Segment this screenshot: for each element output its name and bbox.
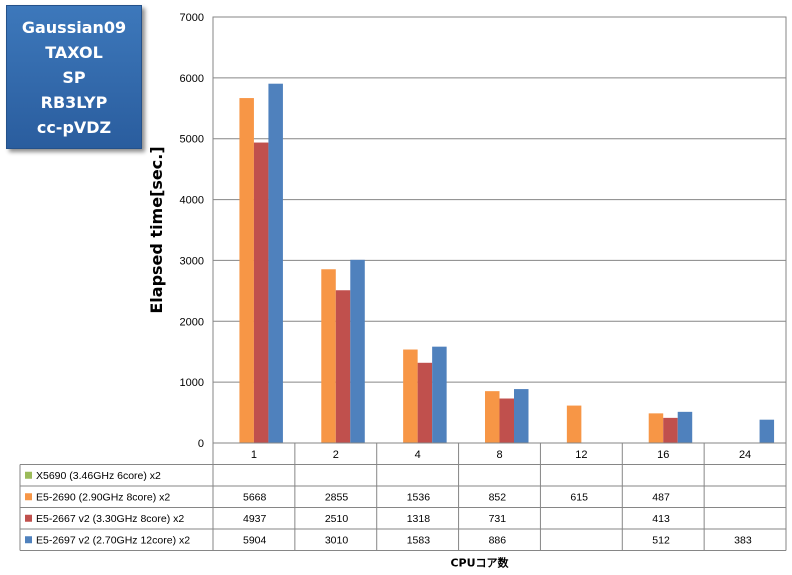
title-line-method: RB3LYP bbox=[40, 92, 108, 112]
data-table-value: 5904 bbox=[243, 535, 267, 547]
data-table-value: 886 bbox=[489, 535, 507, 547]
plot-area bbox=[212, 16, 787, 444]
title-line-molecule: TAXOL bbox=[45, 42, 103, 62]
x-tick-label: 8 bbox=[496, 449, 502, 461]
title-line-basis-set: cc-pVDZ bbox=[36, 117, 112, 137]
data-table-value: 1318 bbox=[407, 513, 431, 525]
x-tick-label: 16 bbox=[657, 449, 669, 461]
bar bbox=[499, 398, 514, 443]
y-tick-label: 3000 bbox=[180, 255, 204, 267]
data-table-value: 852 bbox=[489, 492, 507, 504]
data-table-value: 487 bbox=[652, 492, 670, 504]
bar bbox=[403, 349, 418, 443]
legend-key bbox=[25, 471, 32, 479]
bar bbox=[239, 98, 254, 444]
x-tick-label: 4 bbox=[415, 449, 421, 461]
legend-label: X5690 (3.46GHz 6core) x2 bbox=[36, 470, 161, 482]
data-table-value: 1536 bbox=[407, 492, 431, 504]
bar bbox=[321, 269, 336, 443]
x-axis-label: CPUコア数 bbox=[450, 556, 509, 570]
bar bbox=[485, 391, 500, 443]
bar bbox=[268, 83, 283, 443]
y-tick-label: 4000 bbox=[180, 195, 204, 207]
x-tick-label: 1 bbox=[251, 449, 257, 461]
x-tick-label: 2 bbox=[333, 449, 339, 461]
bar bbox=[663, 417, 678, 443]
data-table-value: 4937 bbox=[243, 513, 267, 525]
bar bbox=[648, 413, 664, 443]
y-tick-label: 7000 bbox=[180, 12, 204, 24]
data-table-value: 512 bbox=[652, 535, 670, 547]
bar bbox=[432, 346, 447, 443]
chart-title-box: Gaussian09 TAXOL SP RB3LYP cc-pVDZ bbox=[6, 5, 142, 149]
data-table-value: 5668 bbox=[243, 492, 267, 504]
data-table-value: 2510 bbox=[325, 513, 349, 525]
bar bbox=[566, 405, 582, 443]
legend-label: E5-2690 (2.90GHz 8core) x2 bbox=[36, 492, 170, 504]
y-axis-label: Elapsed time[sec.] bbox=[147, 146, 166, 313]
bar bbox=[417, 362, 433, 443]
bar bbox=[677, 411, 693, 443]
legend-key bbox=[25, 493, 32, 501]
data-table-value: 383 bbox=[734, 535, 752, 547]
y-tick-label: 1000 bbox=[180, 377, 204, 389]
data-table-value: 413 bbox=[652, 513, 670, 525]
legend-label: E5-2697 v2 (2.70GHz 12core) x2 bbox=[36, 535, 190, 547]
y-tick-label: 6000 bbox=[180, 73, 204, 85]
title-line-software: Gaussian09 bbox=[21, 17, 127, 37]
legend-key bbox=[25, 514, 32, 522]
data-table-value: 2855 bbox=[325, 492, 349, 504]
bar bbox=[514, 389, 529, 443]
data-table-value: 1583 bbox=[407, 535, 431, 547]
data-table-value: 3010 bbox=[325, 535, 349, 547]
bar bbox=[335, 290, 351, 443]
title-line-job-type: SP bbox=[62, 67, 86, 87]
data-table-value: 731 bbox=[489, 513, 507, 525]
y-tick-label: 5000 bbox=[180, 134, 204, 146]
data-table-value: 615 bbox=[570, 492, 588, 504]
legend-label: E5-2667 v2 (3.30GHz 8core) x2 bbox=[36, 513, 184, 525]
x-tick-label: 12 bbox=[575, 449, 587, 461]
bar bbox=[350, 259, 365, 443]
y-tick-label: 2000 bbox=[180, 316, 204, 328]
y-tick-label: 0 bbox=[198, 438, 204, 450]
legend-key bbox=[25, 536, 32, 544]
bar bbox=[759, 419, 775, 443]
x-tick-label: 24 bbox=[739, 449, 751, 461]
bar bbox=[253, 142, 269, 443]
